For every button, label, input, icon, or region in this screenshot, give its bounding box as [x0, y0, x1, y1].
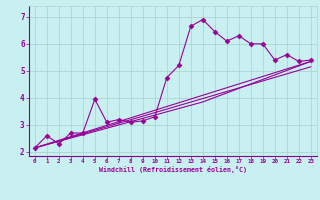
X-axis label: Windchill (Refroidissement éolien,°C): Windchill (Refroidissement éolien,°C)	[99, 166, 247, 173]
